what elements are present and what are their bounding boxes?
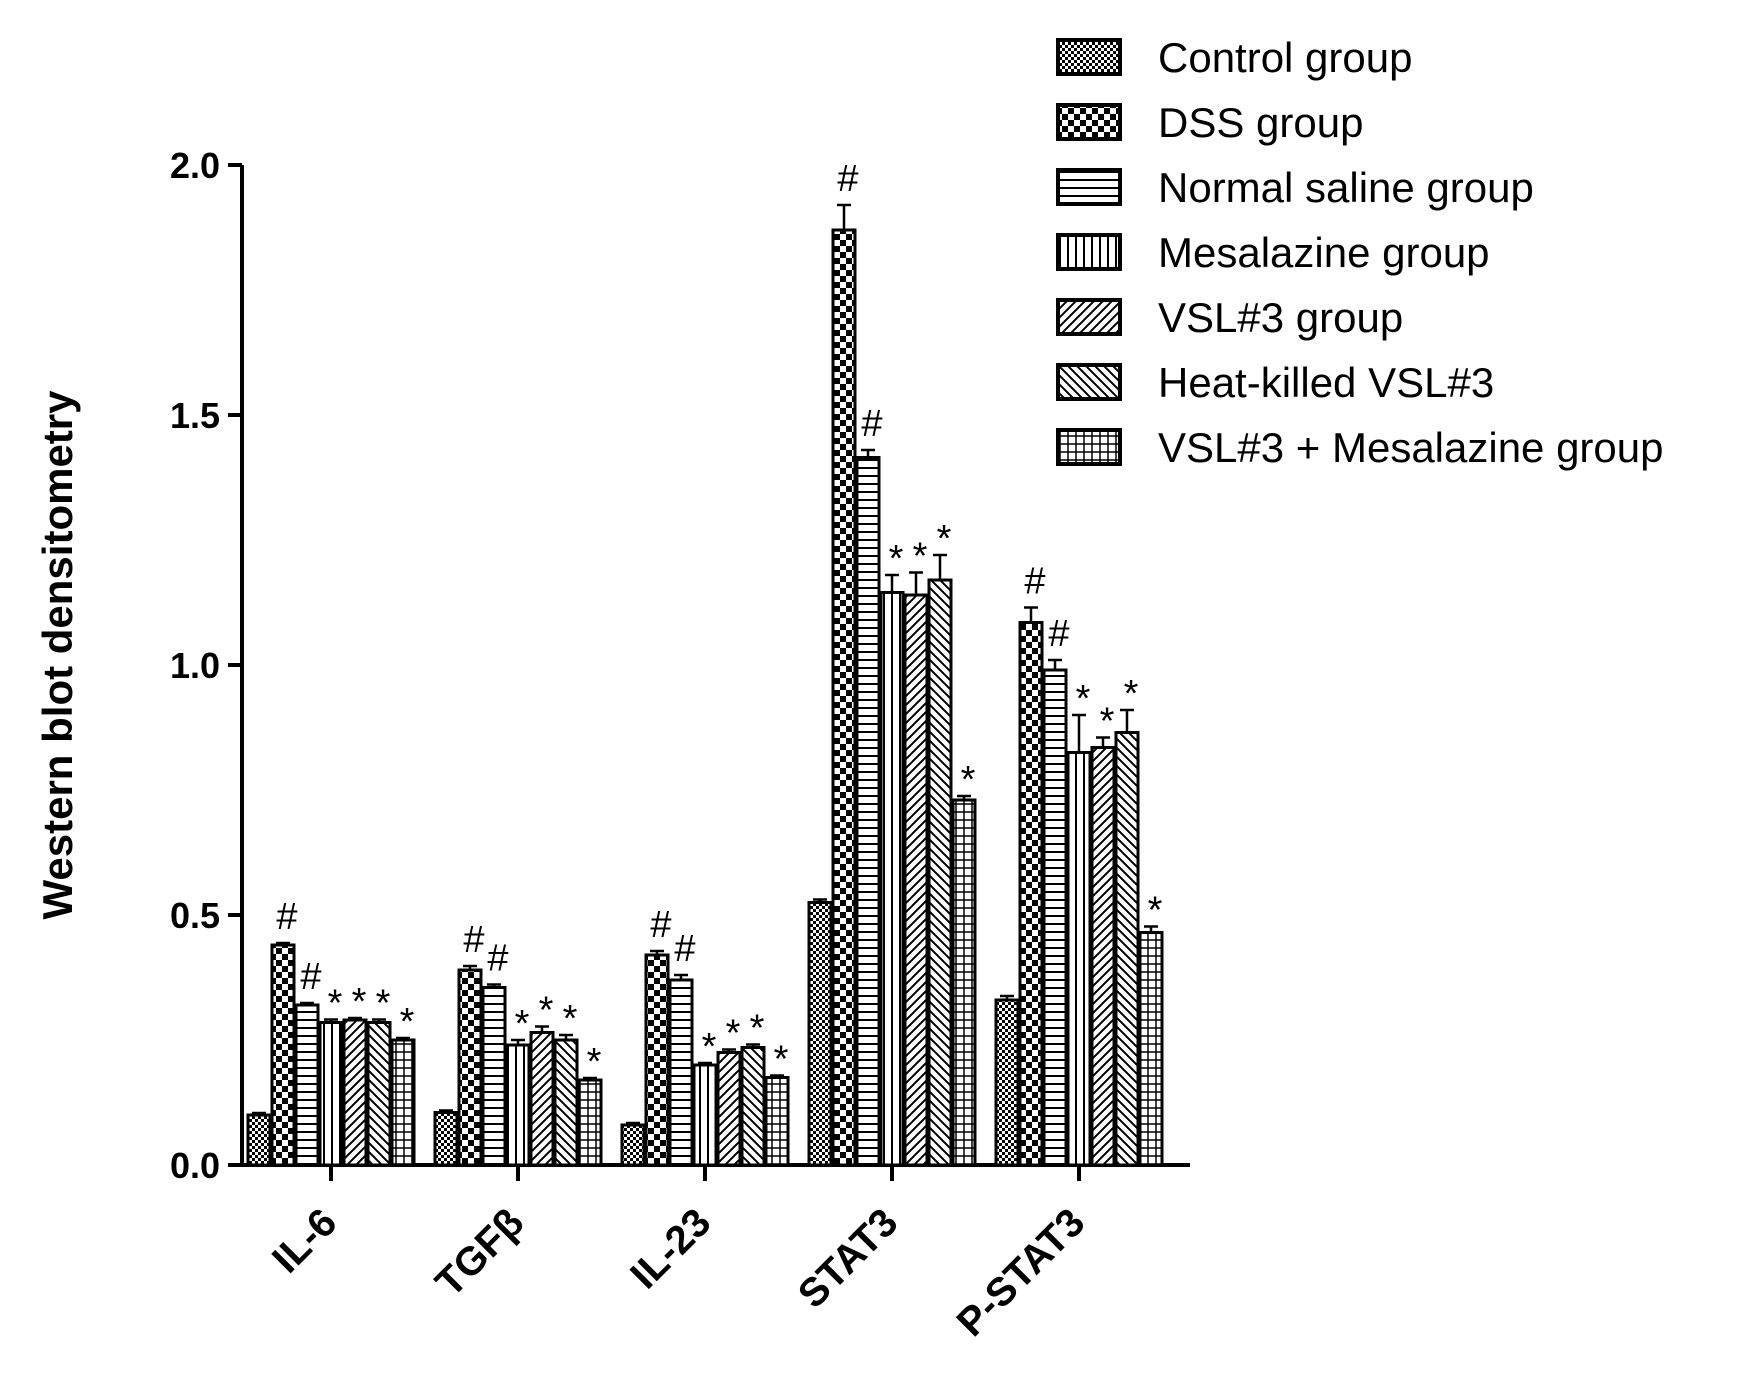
significance-mark: #: [276, 896, 297, 938]
bar: [903, 593, 929, 1167]
bar: [927, 578, 953, 1167]
legend-label: Normal saline group: [1158, 164, 1534, 211]
legend-swatch: [1056, 38, 1122, 76]
significance-mark: #: [487, 938, 508, 980]
significance-mark: *: [961, 759, 976, 801]
significance-mark: *: [563, 998, 578, 1040]
legend-swatch: [1056, 428, 1122, 466]
significance-mark: #: [674, 928, 695, 970]
significance-mark: *: [1076, 678, 1091, 720]
legend-label: VSL#3 + Mesalazine group: [1158, 424, 1664, 471]
significance-mark: *: [352, 981, 367, 1023]
significance-mark: *: [1148, 890, 1163, 932]
bar: [668, 978, 694, 1167]
y-tick-label: 0.5: [170, 895, 220, 936]
bar: [879, 591, 905, 1167]
bars: ##* * * *# #* * **##* * **##* * **##****: [246, 158, 1164, 1167]
x-ticks: IL-6 TGFβ IL-23 STAT3 P-STAT3: [264, 1165, 1093, 1345]
significance-mark: *: [400, 1001, 415, 1043]
bar: [807, 901, 833, 1167]
x-category-label: TGFβ: [427, 1200, 532, 1305]
bar: [692, 1063, 718, 1167]
x-category-label: STAT3: [790, 1200, 906, 1316]
bar: [505, 1043, 531, 1167]
x-category-label: IL-6: [264, 1200, 345, 1281]
significance-mark: #: [1024, 561, 1045, 603]
bar: [716, 1051, 742, 1167]
significance-mark: *: [539, 990, 554, 1032]
bar: [994, 998, 1020, 1167]
significance-mark: *: [702, 1026, 717, 1068]
bar: [246, 1113, 272, 1167]
bar: [644, 953, 670, 1167]
bar: [951, 798, 977, 1167]
legend-label: DSS group: [1158, 99, 1363, 146]
legend-swatch: [1056, 363, 1122, 401]
bar: [342, 1018, 368, 1167]
bar: [318, 1021, 344, 1167]
bar: [1114, 731, 1140, 1167]
significance-mark: *: [750, 1008, 765, 1050]
legend: Control group DSS group Normal saline grou…: [1056, 34, 1664, 471]
bar: [390, 1038, 416, 1167]
legend-label: Mesalazine group: [1158, 229, 1490, 276]
significance-mark: *: [587, 1041, 602, 1083]
legend-swatch: [1056, 168, 1122, 206]
significance-mark: *: [774, 1039, 789, 1081]
bar: [1138, 931, 1164, 1167]
bar: [764, 1076, 790, 1167]
legend-swatch: [1056, 233, 1122, 271]
y-tick-label: 2.0: [170, 145, 220, 186]
significance-mark: *: [1100, 701, 1115, 743]
significance-mark: *: [1124, 673, 1139, 715]
bar: [553, 1038, 579, 1167]
significance-mark: #: [861, 403, 882, 445]
bar: [577, 1078, 603, 1167]
bar: [1090, 746, 1116, 1167]
legend-swatch: [1056, 103, 1122, 141]
bar: [1018, 621, 1044, 1167]
bar: [1042, 668, 1068, 1167]
bar: [740, 1046, 766, 1167]
legend-label: VSL#3 group: [1158, 294, 1403, 341]
bar: [529, 1031, 555, 1167]
significance-mark: *: [515, 1003, 530, 1045]
bar: [366, 1021, 392, 1167]
bar: [481, 986, 507, 1167]
significance-mark: #: [650, 904, 671, 946]
y-tick-label: 0.0: [170, 1145, 220, 1186]
y-ticks: 0.0 0.5 1.0 1.5 2.0: [170, 145, 242, 1186]
significance-mark: *: [376, 983, 391, 1025]
legend-label: Control group: [1158, 34, 1412, 81]
bar: [620, 1123, 646, 1167]
significance-mark: *: [937, 518, 952, 560]
significance-mark: #: [300, 956, 321, 998]
bar: [294, 1003, 320, 1167]
significance-mark: #: [837, 158, 858, 200]
y-axis-title: Western blot densitometry: [34, 390, 81, 920]
bar: [855, 456, 881, 1167]
bar: [1066, 751, 1092, 1167]
significance-mark: *: [889, 538, 904, 580]
significance-mark: #: [1048, 613, 1069, 655]
significance-mark: *: [726, 1013, 741, 1055]
bar: [270, 943, 296, 1167]
legend-label: Heat-killed VSL#3: [1158, 359, 1494, 406]
x-category-label: IL-23: [622, 1200, 719, 1297]
y-tick-label: 1.0: [170, 645, 220, 686]
significance-mark: #: [463, 919, 484, 961]
x-category-label: P-STAT3: [949, 1200, 1094, 1345]
significance-mark: *: [913, 536, 928, 578]
legend-swatch: [1056, 298, 1122, 336]
significance-mark: *: [328, 983, 343, 1025]
y-tick-label: 1.5: [170, 395, 220, 436]
bar: [831, 228, 857, 1167]
bar: [433, 1111, 459, 1167]
bar: [457, 968, 483, 1167]
